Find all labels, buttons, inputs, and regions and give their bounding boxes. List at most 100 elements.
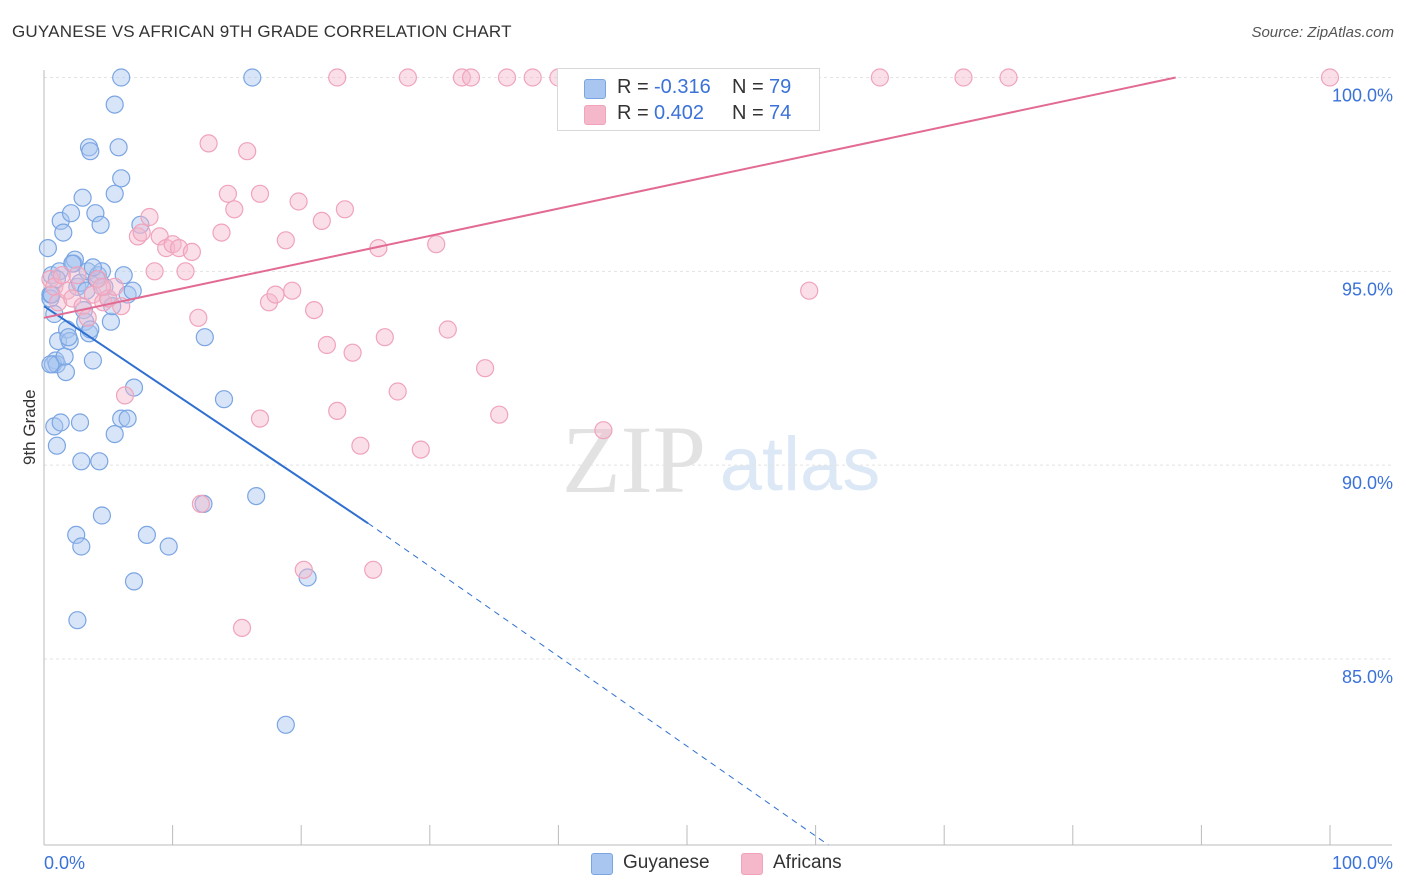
data-point	[51, 211, 70, 230]
data-point	[343, 343, 362, 362]
axes	[43, 70, 1392, 846]
data-point	[195, 328, 214, 347]
data-point	[92, 506, 112, 525]
data-point	[238, 142, 257, 161]
data-point	[115, 386, 135, 405]
stats-legend: R = -0.316 N = 79 R = 0.402 N = 74	[557, 68, 820, 131]
data-point	[105, 95, 124, 114]
x-tick-labels: 0.0% 100.0%	[44, 853, 1393, 873]
y-tick-label: 95.0%	[1342, 279, 1393, 299]
data-point	[312, 211, 331, 230]
data-point	[266, 285, 285, 304]
trend-line-extension	[367, 522, 829, 846]
legend-n-value: 79	[769, 76, 792, 98]
x-tick-label: 100.0%	[1332, 853, 1393, 873]
legend-label-guyanese: Guyanese	[623, 852, 710, 873]
guyanese-legend-swatch	[591, 853, 613, 875]
data-point	[63, 254, 82, 273]
data-point	[131, 215, 150, 234]
data-point	[72, 537, 91, 556]
data-point	[78, 308, 97, 327]
data-point	[112, 68, 131, 87]
data-point	[101, 312, 121, 331]
data-point	[276, 231, 295, 250]
legend-r-value: -0.316	[654, 76, 711, 98]
data-point	[140, 207, 159, 227]
data-point	[159, 537, 178, 556]
data-point	[68, 266, 87, 285]
data-point	[199, 134, 218, 153]
data-point	[105, 277, 124, 296]
data-point	[870, 68, 890, 87]
data-point	[105, 425, 124, 444]
data-point	[73, 188, 92, 207]
data-point	[294, 560, 313, 579]
data-point	[243, 68, 262, 87]
guyanese-swatch	[584, 79, 606, 99]
data-point	[388, 382, 407, 401]
legend-label-africans: Africans	[773, 852, 842, 873]
data-point	[276, 715, 295, 734]
data-point	[56, 363, 76, 382]
africans-swatch	[584, 105, 606, 125]
data-point	[132, 223, 151, 242]
data-point	[41, 355, 60, 374]
y-tick-label: 85.0%	[1342, 667, 1393, 687]
data-point	[305, 301, 324, 320]
data-point	[328, 68, 347, 87]
data-point	[70, 413, 90, 432]
data-point	[398, 68, 417, 87]
data-point	[438, 320, 457, 339]
data-point	[68, 611, 87, 630]
legend-n-label: N =	[732, 76, 764, 98]
data-point	[212, 223, 231, 242]
data-point	[411, 440, 430, 459]
data-point	[375, 328, 394, 347]
data-point	[51, 413, 70, 432]
data-point	[112, 169, 131, 188]
watermark-atlas: atlas	[720, 422, 881, 507]
data-point	[47, 436, 67, 455]
data-point	[59, 328, 78, 347]
data-point	[232, 618, 252, 638]
data-point	[83, 351, 103, 370]
data-point	[351, 436, 370, 455]
y-axis-label: 9th Grade	[20, 389, 39, 465]
data-point	[476, 359, 495, 378]
data-point	[317, 335, 336, 355]
trend-lines	[43, 76, 1176, 846]
data-point	[523, 68, 542, 87]
data-point	[364, 560, 383, 579]
data-point	[109, 138, 128, 157]
data-point	[335, 200, 354, 219]
legend-r-label: R =	[617, 76, 649, 98]
trend-line-guyanese	[43, 305, 369, 525]
data-point	[123, 281, 142, 300]
data-point	[86, 204, 105, 223]
y-tick-labels: 85.0% 90.0% 95.0% 100.0%	[1332, 86, 1393, 687]
data-point	[214, 390, 234, 409]
data-point	[189, 308, 208, 327]
data-point	[191, 494, 210, 513]
trend-line-africans	[43, 76, 1176, 319]
data-point	[954, 68, 973, 87]
data-point	[594, 421, 613, 440]
data-point	[490, 405, 509, 424]
data-point	[118, 409, 137, 428]
data-point	[1320, 68, 1340, 87]
data-point	[427, 235, 446, 254]
x-tick-label: 0.0%	[44, 853, 85, 873]
data-point	[67, 525, 86, 545]
data-point	[999, 68, 1018, 87]
legend-r-label: R =	[617, 102, 649, 124]
data-point	[72, 452, 91, 471]
data-point	[250, 409, 270, 428]
data-point	[105, 184, 124, 203]
chart-title: GUYANESE VS AFRICAN 9TH GRADE CORRELATIO…	[12, 22, 512, 41]
series-africans	[41, 68, 1340, 638]
data-point	[112, 409, 131, 428]
data-point	[289, 192, 308, 211]
data-point	[145, 262, 164, 281]
legend-r-value: 0.402	[654, 102, 705, 124]
